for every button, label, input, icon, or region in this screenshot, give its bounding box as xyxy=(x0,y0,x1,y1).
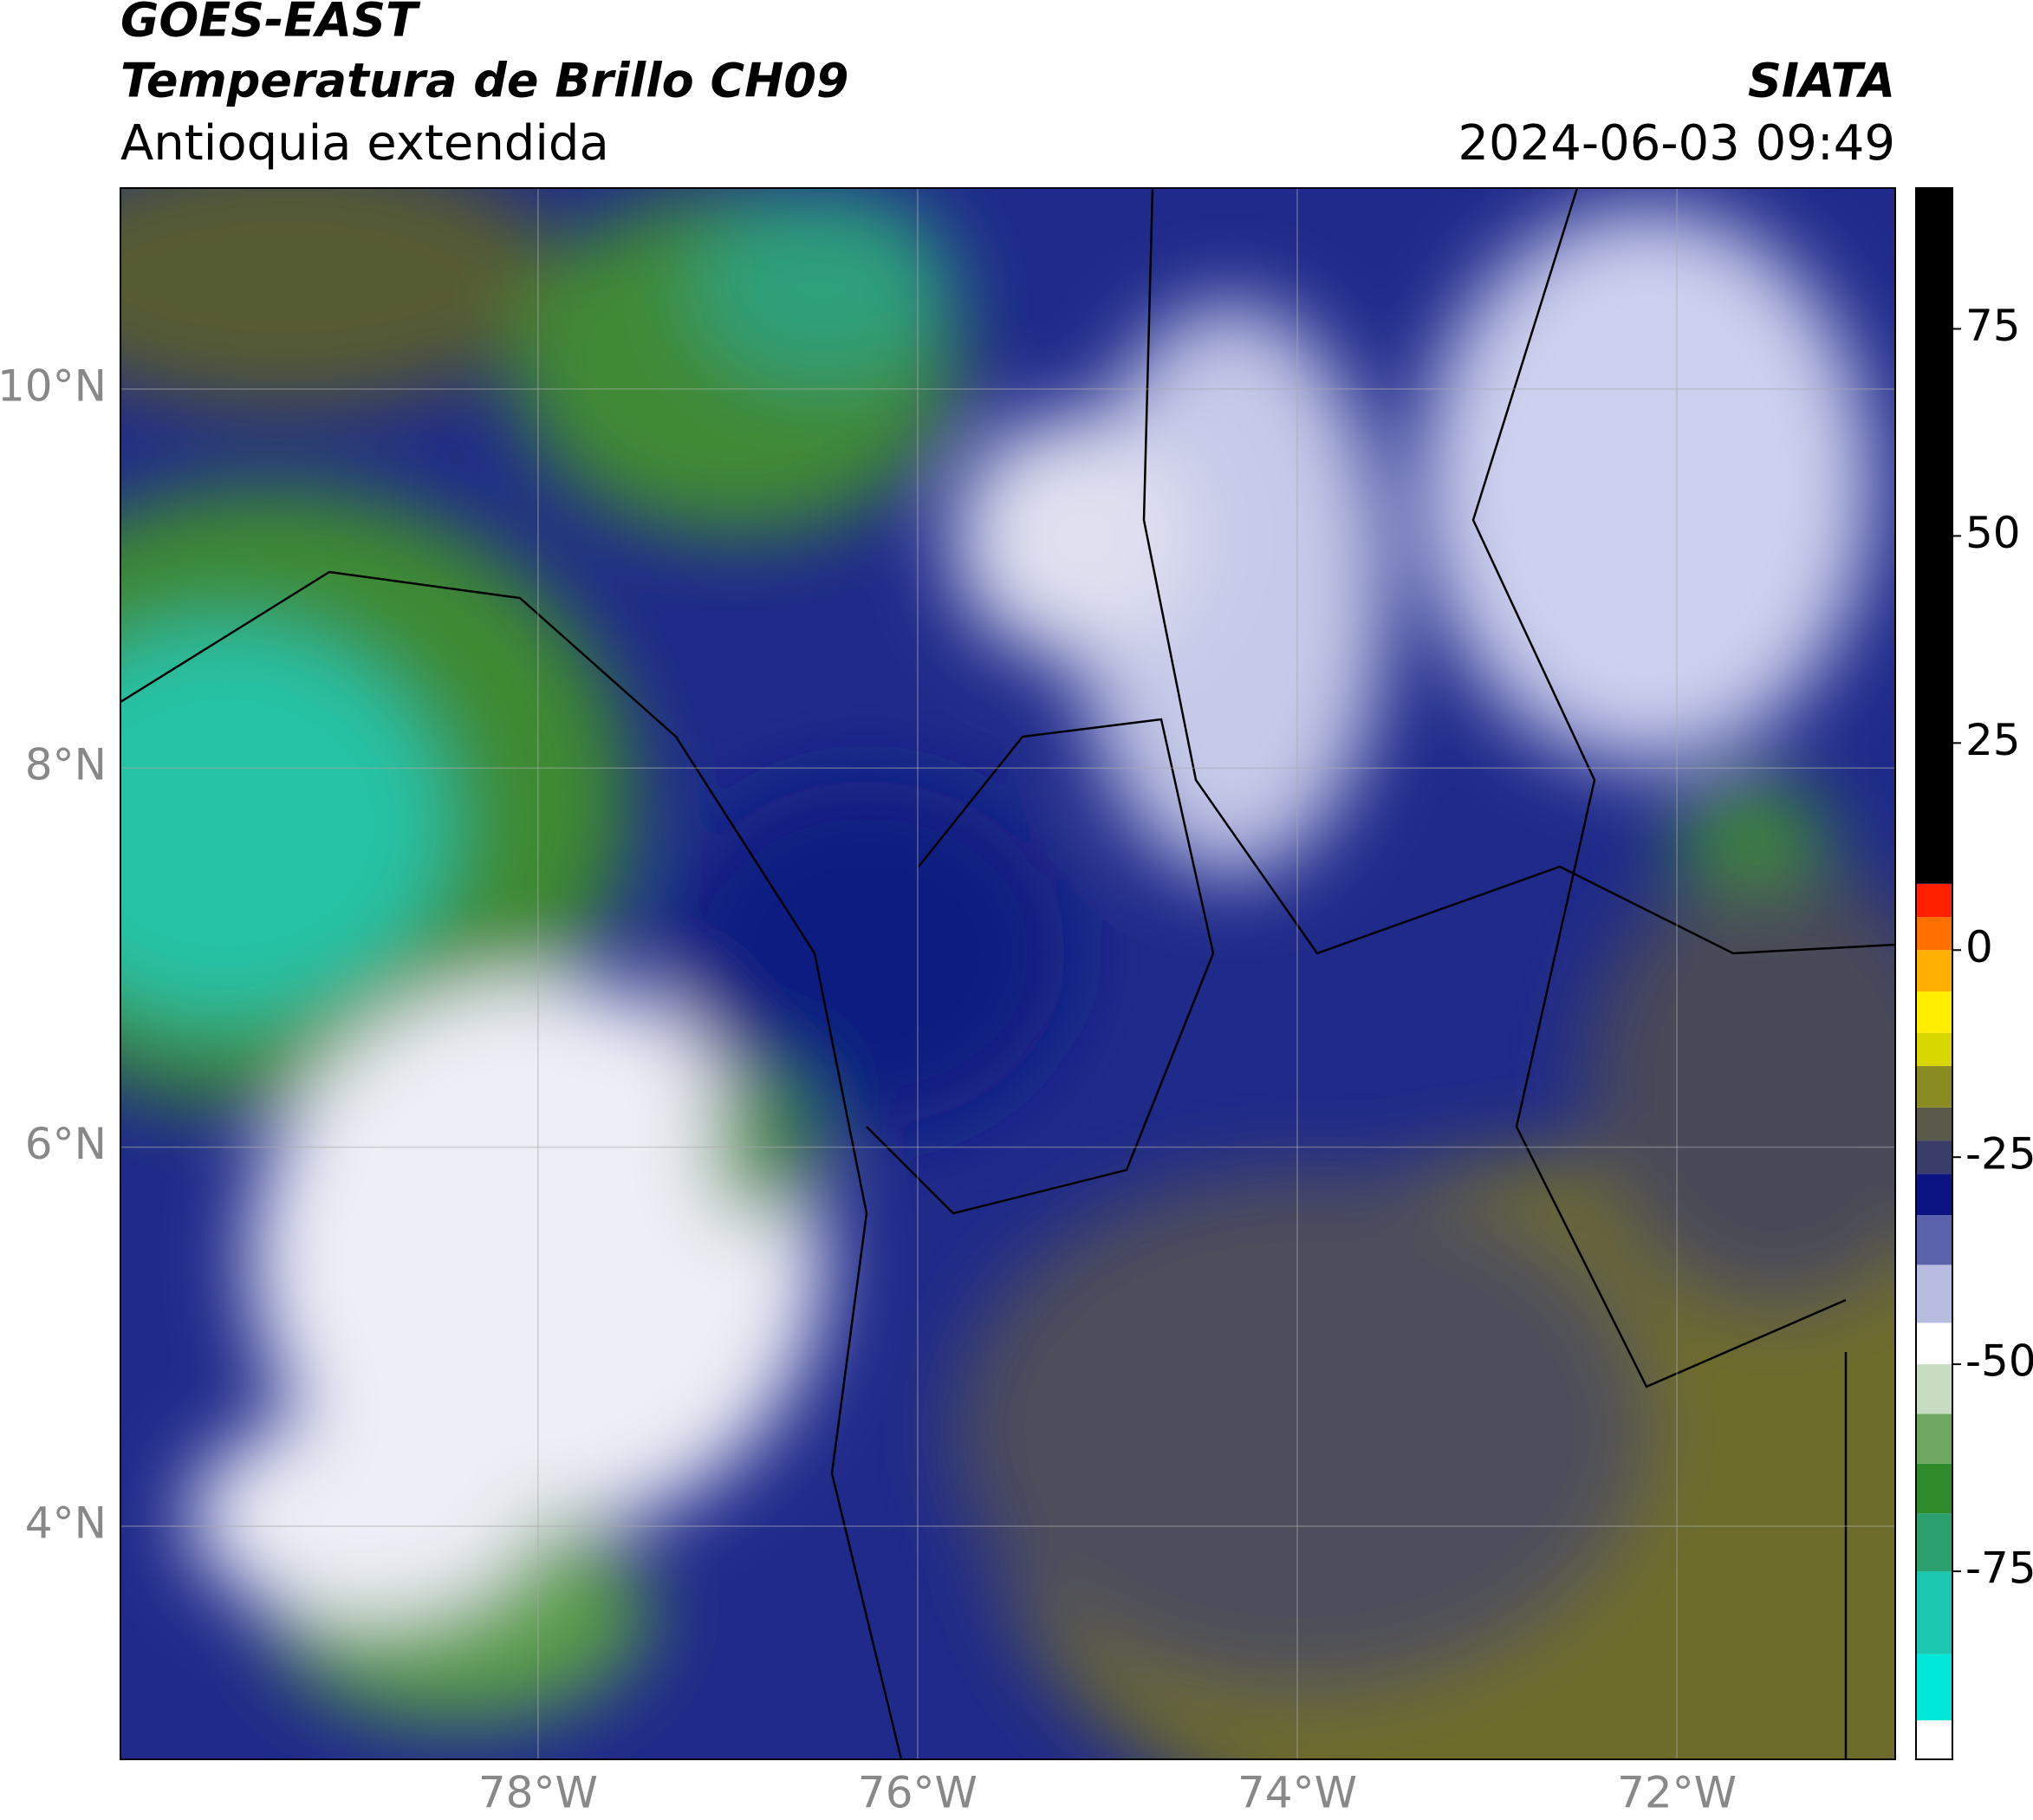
colorbar-segment xyxy=(1916,1654,1952,1721)
satellite-image xyxy=(120,188,1895,1759)
y-tick-label: 10°N xyxy=(0,361,107,411)
colorbar-tick-label: -50 xyxy=(1965,1336,2033,1387)
colorbar-segment xyxy=(1916,1571,1952,1654)
colorbar-tick-label: 25 xyxy=(1965,715,2021,765)
colorbar-tick-label: 0 xyxy=(1965,922,1993,972)
datetime: 2024-06-03 09:49 xyxy=(1458,115,1895,172)
colorbar-segment xyxy=(1916,1032,1952,1067)
colorbar-frame xyxy=(1915,187,1953,1760)
x-tick-label: 72°W xyxy=(1617,1768,1737,1818)
colorbar-segment xyxy=(1916,1513,1952,1572)
colorbar-tick-label: 50 xyxy=(1965,508,2021,558)
colorbar-segment xyxy=(1916,1264,1952,1323)
title: GOES-EAST xyxy=(120,0,421,48)
colorbar-tick-label: -75 xyxy=(1965,1544,2033,1594)
colorbar-segment xyxy=(1916,188,1952,884)
colorbar-segment xyxy=(1916,1414,1952,1464)
x-tick-label: 76°W xyxy=(858,1768,978,1818)
y-tick-label: 8°N xyxy=(25,740,107,790)
colorbar-segment xyxy=(1916,1323,1952,1365)
subtitle: Temperatura de Brillo CH09 xyxy=(120,54,849,108)
x-tick-label: 74°W xyxy=(1237,1768,1357,1818)
colorbar-segment xyxy=(1916,917,1952,951)
colorbar-segment xyxy=(1916,1720,1952,1759)
y-tick-label: 4°N xyxy=(25,1498,107,1549)
y-tick-label: 6°N xyxy=(25,1119,107,1169)
colorbar-segment xyxy=(1916,1463,1952,1514)
colorbar-segment xyxy=(1916,1364,1952,1414)
colorbar-segment xyxy=(1916,1141,1952,1174)
colorbar-tick-label: 75 xyxy=(1965,301,2021,351)
colorbar-segment xyxy=(1916,883,1952,918)
source: SIATA xyxy=(1748,54,1895,108)
region: Antioquia extendida xyxy=(120,115,609,172)
colorbar-segment xyxy=(1916,1215,1952,1265)
x-tick-label: 78°W xyxy=(478,1768,598,1818)
colorbar-tick-label: -25 xyxy=(1965,1129,2033,1180)
map-frame xyxy=(120,187,1896,1760)
colorbar-segment xyxy=(1916,991,1952,1033)
colorbar-segment xyxy=(1916,1107,1952,1141)
colorbar-segment xyxy=(1916,950,1952,992)
colorbar-segment xyxy=(1916,1173,1952,1216)
colorbar-segment xyxy=(1916,1066,1952,1108)
